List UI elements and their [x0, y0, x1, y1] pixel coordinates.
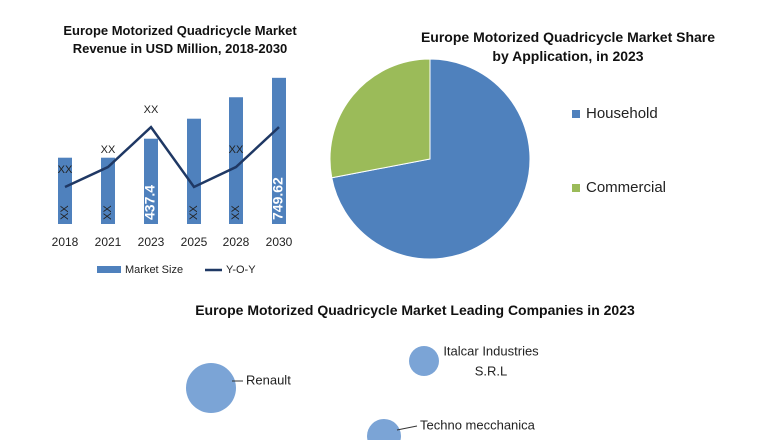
- x-tick-label: 2021: [95, 235, 122, 249]
- line-value-label: XX: [58, 164, 73, 176]
- x-tick-label: 2030: [266, 235, 293, 249]
- bubble: [367, 419, 401, 440]
- bubble-label: Italcar Industries: [443, 343, 539, 358]
- pie-slice: [331, 58, 531, 260]
- line-value-label: XX: [144, 104, 159, 116]
- line-value-label: XX: [101, 144, 116, 156]
- bar-value-label: 437.4: [142, 185, 158, 220]
- bar: [229, 97, 243, 224]
- x-tick-label: 2025: [181, 235, 208, 249]
- chart-title: Europe Motorized Quadricycle Market Reve…: [63, 23, 297, 56]
- bar: [58, 157, 72, 224]
- bar: [272, 77, 286, 224]
- chart-title: Europe Motorized Quadricycle Market Lead…: [195, 302, 635, 318]
- bubble-label: Renault: [246, 372, 291, 387]
- bar-value-label: 749.62: [270, 177, 286, 220]
- legend-label: Y-O-Y: [226, 264, 256, 276]
- leader-line: [396, 425, 418, 431]
- legend-swatch: [572, 184, 580, 192]
- line: [64, 125, 280, 189]
- pie-slice: [329, 58, 431, 179]
- chart-title: Europe Motorized Quadricycle Market Shar…: [420, 29, 716, 64]
- legend-label: Household: [586, 105, 658, 122]
- bubble-label: Techno mecchanica: [420, 417, 536, 432]
- bar-value-label: XX: [188, 205, 200, 220]
- legend-label: Commercial: [586, 179, 666, 196]
- x-tick-label: 2023: [138, 235, 165, 249]
- legend-swatch: [572, 110, 580, 118]
- bar: [101, 157, 115, 224]
- line-value-label: XX: [229, 144, 244, 156]
- legend-label: Market Size: [125, 264, 183, 276]
- bubble: [186, 363, 236, 413]
- bubble: [409, 346, 439, 376]
- bar-value-label: XX: [102, 205, 114, 220]
- bar: [144, 138, 158, 224]
- x-tick-label: 2028: [223, 235, 250, 249]
- legend-swatch: [97, 266, 121, 273]
- bar-value-label: XX: [230, 205, 242, 220]
- bar: [187, 118, 201, 224]
- x-tick-label: 2018: [52, 235, 79, 249]
- bubble-label: S.R.L: [475, 363, 508, 378]
- bar-value-label: XX: [59, 205, 71, 220]
